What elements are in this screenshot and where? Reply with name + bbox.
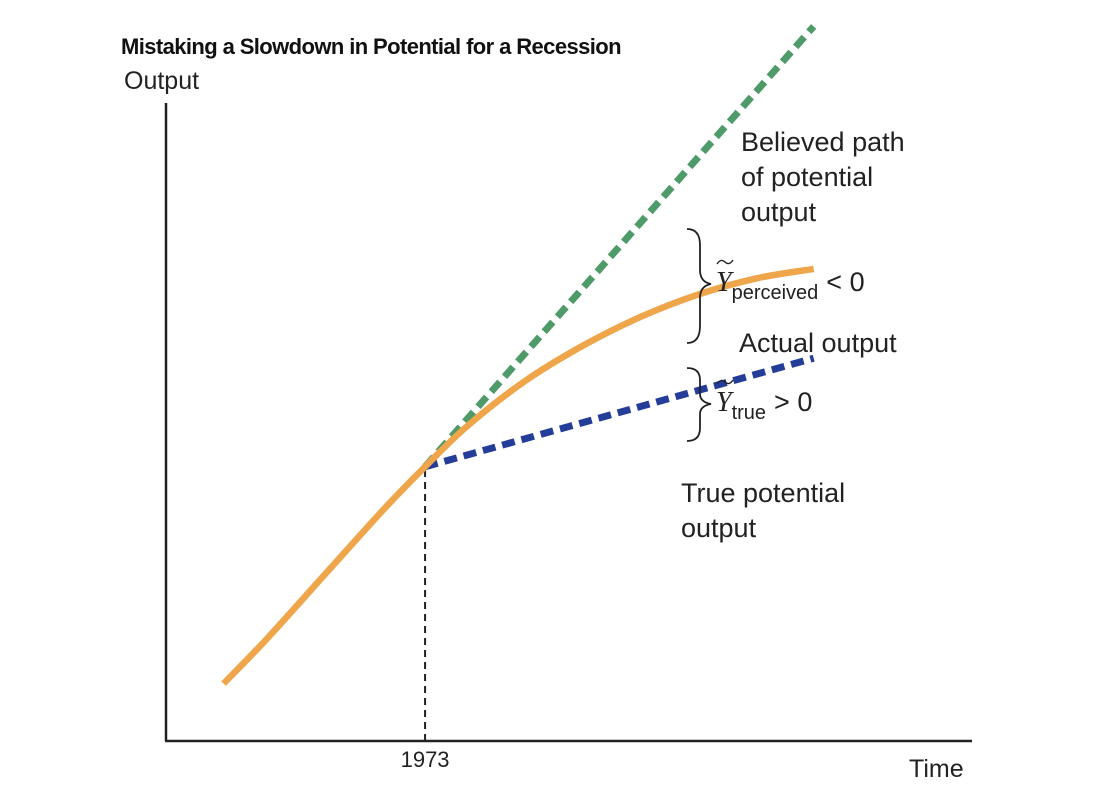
perceived-gap-label: Yperceived < 0 [716, 267, 865, 304]
x-axis-label: Time [909, 755, 964, 783]
series-true-potential-line [424, 354, 815, 471]
series-actual-output-line [221, 265, 815, 686]
chart-title: Mistaking a Slowdown in Potential for a … [121, 34, 621, 59]
actual-output-label: Actual output [739, 328, 897, 358]
true-potential-label: True potential output [681, 478, 853, 543]
true-gap-label: Ytrue > 0 [716, 387, 812, 424]
believed-path-label: Believed path of potential output [741, 127, 912, 227]
brace-true-gap [686, 367, 712, 442]
tilde-mark-true [716, 379, 734, 385]
x-tick-label-1973: 1973 [401, 747, 450, 772]
tilde-mark-perceived [716, 259, 734, 265]
series-believed-potential-line [422, 24, 817, 470]
brace-perceived-gap [686, 228, 712, 344]
y-axis-label: Output [124, 67, 199, 95]
